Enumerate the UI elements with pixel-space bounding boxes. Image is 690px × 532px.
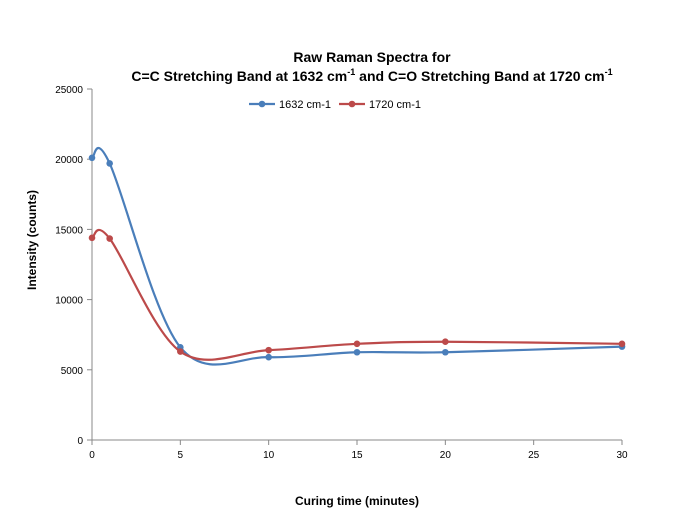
x-tick-label: 30 — [616, 450, 628, 461]
x-tick-label: 5 — [178, 450, 184, 461]
x-tick-label: 15 — [351, 450, 363, 461]
legend-label: 1720 cm-1 — [369, 99, 421, 111]
series-1 — [88, 147, 626, 366]
y-tick-label: 15000 — [55, 225, 83, 236]
legend-label: 1632 cm-1 — [279, 99, 331, 111]
x-axis-label: Curing time (minutes) — [295, 494, 419, 508]
chart-title-line1: Raw Raman Spectra for — [293, 49, 451, 65]
legend: 1632 cm-1 1720 cm-1 — [249, 99, 421, 111]
y-tick-label: 0 — [77, 436, 83, 447]
title-part1: C=C Stretching Band at 1632 cm — [131, 68, 347, 84]
data-point — [353, 348, 361, 356]
data-point — [265, 346, 272, 354]
series-layer — [88, 147, 626, 366]
series-line — [90, 147, 623, 366]
chart-title-line2: C=C Stretching Band at 1632 cm-1 and C=O… — [131, 67, 612, 84]
legend-entry: 1632 cm-1 — [249, 99, 331, 111]
data-point — [442, 338, 449, 346]
axes: 0 5000 10000 15000 20000 25000 0 5 10 15 20 25 30 — [55, 85, 628, 461]
x-tick-label: 10 — [263, 450, 275, 461]
legend-swatch-marker — [348, 100, 356, 108]
data-point — [618, 340, 626, 348]
y-tick-label: 25000 — [55, 85, 83, 96]
x-tick-label: 0 — [89, 450, 95, 461]
legend-swatch-marker — [258, 100, 266, 108]
title-superscript2: -1 — [605, 67, 613, 77]
data-point — [88, 154, 96, 162]
data-point — [353, 340, 361, 348]
title-part2: and C=O Stretching Band at 1720 cm — [355, 68, 604, 84]
data-point — [88, 234, 96, 242]
data-point — [265, 353, 272, 361]
y-axis-label: Intensity (counts) — [25, 190, 39, 290]
series-line — [90, 228, 623, 361]
y-tick-label: 20000 — [55, 155, 83, 166]
data-point — [177, 348, 184, 355]
y-tick-label: 10000 — [55, 296, 83, 307]
series-2 — [88, 228, 626, 361]
y-tick-label: 5000 — [61, 366, 84, 377]
legend-entry: 1720 cm-1 — [339, 99, 421, 111]
data-point — [106, 235, 113, 242]
title-superscript1: -1 — [347, 67, 355, 77]
data-point — [442, 348, 449, 356]
x-tick-label: 25 — [528, 450, 540, 461]
data-point — [106, 160, 113, 167]
x-tick-label: 20 — [440, 450, 452, 461]
